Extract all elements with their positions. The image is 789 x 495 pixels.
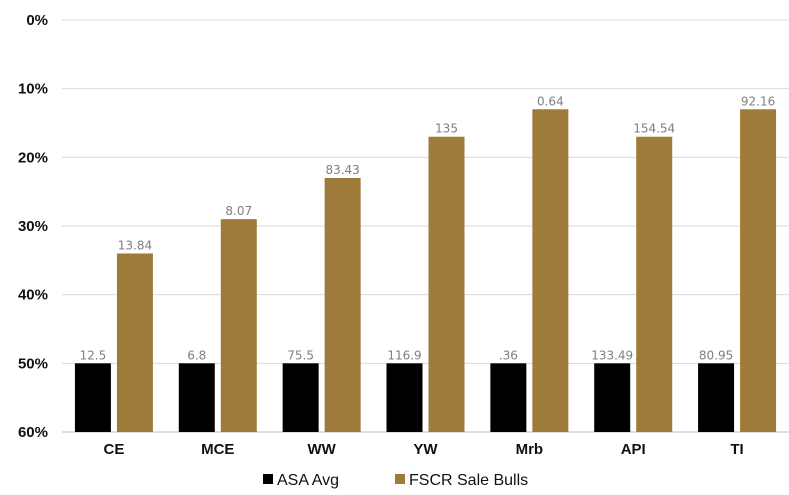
x-category-label: MCE	[201, 441, 234, 458]
x-category-label: CE	[104, 441, 125, 458]
bar-fscr-sale-bulls	[532, 109, 569, 433]
bar-fscr-sale-bulls	[636, 136, 673, 432]
data-label: .36	[499, 348, 518, 362]
x-axis-category-labels: CE MCE WW YW Mrb API TI	[104, 441, 744, 458]
data-label: 133.49	[591, 348, 633, 362]
data-labels: 12.5 13.84 6.8 8.07 75.5 83.43 116.9 135 .36 0.64…	[80, 94, 776, 362]
data-label: 8.07	[225, 204, 252, 218]
bar-asa-avg	[74, 363, 111, 432]
x-category-label: TI	[730, 441, 743, 458]
y-tick-label: 10%	[18, 81, 48, 98]
data-label: 154.54	[633, 122, 675, 136]
y-tick-label: 0%	[26, 12, 48, 29]
data-label: 83.43	[325, 163, 359, 177]
data-label: 80.95	[699, 348, 733, 362]
legend: ASA Avg FSCR Sale Bulls	[263, 472, 528, 489]
x-category-label: YW	[413, 441, 438, 458]
bar-fscr-sale-bulls	[740, 109, 777, 433]
data-label: 116.9	[387, 348, 421, 362]
bar-fscr-sale-bulls	[220, 219, 257, 432]
bar-asa-avg	[594, 363, 631, 432]
bar-asa-avg	[178, 363, 215, 432]
legend-label: ASA Avg	[277, 472, 339, 489]
y-tick-label: 60%	[18, 424, 48, 441]
legend-swatch	[395, 474, 405, 484]
bar-asa-avg	[386, 363, 423, 432]
bar-fscr-sale-bulls	[428, 136, 465, 432]
bar-asa-avg	[490, 363, 527, 432]
gridlines	[62, 19, 789, 433]
bar-fscr-sale-bulls	[324, 177, 361, 432]
x-category-label: Mrb	[516, 441, 544, 458]
x-category-label: API	[621, 441, 646, 458]
bar-fscr-sale-bulls	[116, 253, 153, 432]
bar-asa-avg	[698, 363, 735, 432]
data-label: 75.5	[287, 348, 314, 362]
y-tick-label: 40%	[18, 287, 48, 304]
data-label: 0.64	[537, 94, 564, 108]
data-label: 92.16	[741, 94, 775, 108]
x-category-label: WW	[307, 441, 336, 458]
legend-swatch	[263, 474, 273, 484]
y-axis-tick-labels: 0% 10% 20% 30% 40% 50% 60%	[18, 12, 48, 441]
y-tick-label: 20%	[18, 149, 48, 166]
y-tick-label: 30%	[18, 218, 48, 235]
data-label: 12.5	[80, 348, 107, 362]
data-label: 135	[435, 122, 458, 136]
y-tick-label: 50%	[18, 355, 48, 372]
bar-asa-avg	[282, 363, 319, 432]
bars	[74, 109, 777, 433]
data-label: 6.8	[187, 348, 206, 362]
data-label: 13.84	[118, 238, 152, 252]
legend-label: FSCR Sale Bulls	[409, 472, 528, 489]
